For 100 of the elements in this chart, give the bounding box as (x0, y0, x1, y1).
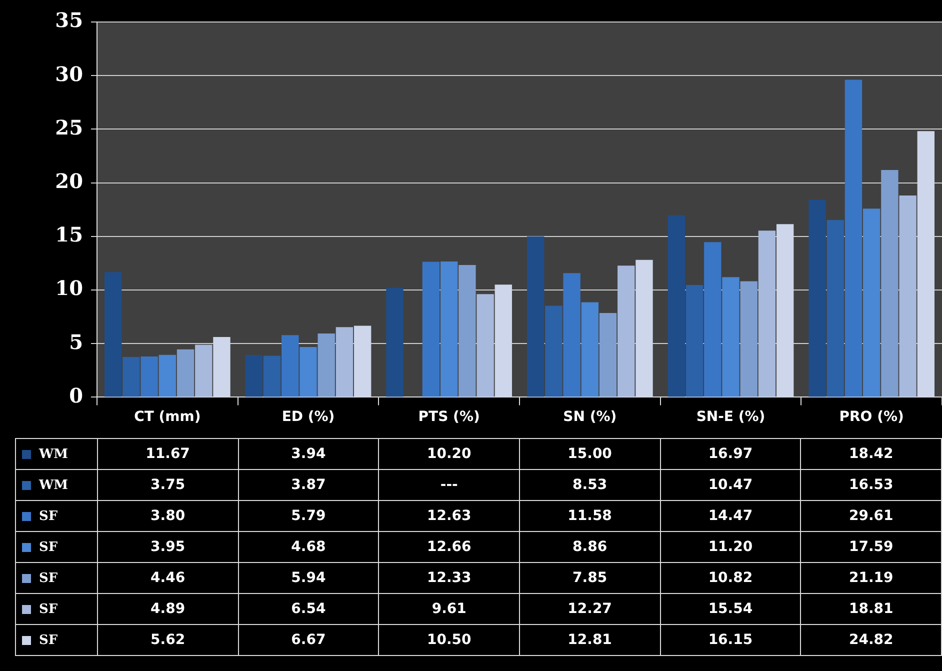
legend-label: SF (16, 594, 98, 624)
bar (686, 284, 704, 397)
y-tick-label: 30 (55, 62, 83, 86)
bar (581, 302, 599, 397)
bar (704, 242, 722, 397)
data-label: 10.82 (660, 562, 801, 594)
bar (422, 262, 440, 397)
bar (826, 220, 844, 397)
data-label: 5.79 (238, 500, 379, 532)
bar (245, 354, 263, 397)
data-label: 29.61 (800, 500, 942, 532)
bar (881, 170, 898, 397)
bar (740, 281, 758, 397)
x-tick-label: SN (%) (563, 409, 617, 426)
data-label: 16.53 (800, 470, 942, 500)
data-label: 11.20 (660, 532, 801, 562)
y-tick-label: 35 (55, 8, 83, 32)
data-label: 6.54 (238, 594, 379, 624)
data-label: 24.82 (800, 624, 942, 656)
bar (668, 215, 686, 397)
legend-label: WM (16, 470, 98, 500)
y-tick-label: 25 (55, 115, 83, 140)
bar (862, 208, 880, 397)
bar (318, 334, 335, 397)
bar (844, 80, 862, 397)
data-label: 4.46 (97, 562, 238, 594)
data-label: 18.81 (800, 594, 942, 624)
legend-label: SF (16, 624, 98, 656)
bar (263, 356, 281, 397)
data-label: 8.86 (519, 532, 660, 562)
bar (104, 272, 122, 397)
data-label: 15.00 (519, 438, 660, 470)
bar (458, 265, 476, 397)
data-label: 10.20 (378, 438, 520, 470)
data-label: 16.97 (660, 438, 801, 470)
data-label: 6.67 (238, 624, 379, 656)
data-label: 11.67 (97, 438, 238, 470)
x-tick-label: CT (mm) (134, 409, 201, 426)
data-label: 10.50 (378, 624, 520, 656)
bar (300, 347, 317, 397)
data-label: 12.33 (378, 562, 520, 594)
data-label: 5.62 (97, 624, 238, 656)
data-label: 3.95 (97, 532, 238, 562)
y-tick-label: 0 (69, 383, 83, 408)
data-label: 3.75 (97, 470, 238, 500)
data-label: 12.27 (519, 594, 660, 624)
bar (354, 326, 372, 397)
bar (545, 306, 562, 397)
x-tick-label: PRO (%) (839, 409, 904, 426)
x-tick-label: ED (%) (282, 409, 335, 426)
bar (758, 230, 776, 397)
bar (336, 327, 354, 397)
y-tick-label: 5 (69, 330, 83, 354)
data-label: 4.68 (238, 532, 379, 562)
data-label: 17.59 (800, 532, 942, 562)
bar (722, 277, 740, 397)
y-tick-label: 20 (55, 169, 83, 194)
bar (122, 357, 140, 397)
bar (618, 266, 635, 397)
legend-label: WM (16, 438, 98, 470)
data-label: 5.94 (238, 562, 379, 594)
bar (899, 196, 916, 397)
data-label: 15.54 (660, 594, 801, 624)
bar (599, 313, 617, 397)
data-label: 12.63 (378, 500, 520, 532)
data-label: 3.94 (238, 438, 379, 470)
data-label: 3.80 (97, 500, 238, 532)
data-label: 10.47 (660, 470, 801, 500)
data-label: 16.15 (660, 624, 801, 656)
data-label: 11.58 (519, 500, 660, 532)
data-label: 12.66 (378, 532, 520, 562)
y-tick-label: 15 (55, 222, 83, 247)
bar (282, 335, 299, 397)
text: --- (440, 477, 458, 493)
data-label: 3.87 (238, 470, 379, 500)
data-label: 12.81 (519, 624, 660, 656)
bar (494, 284, 512, 397)
bar (440, 261, 458, 397)
bar (158, 354, 176, 397)
data-label: 7.85 (519, 562, 660, 594)
legend-label: SF (16, 562, 98, 594)
bar (140, 356, 158, 397)
bar (476, 294, 494, 397)
data-label: 8.53 (519, 470, 660, 500)
bar (563, 273, 580, 397)
data-label: 4.89 (97, 594, 238, 624)
bar (526, 236, 544, 397)
bar (386, 288, 404, 397)
bar (776, 224, 794, 397)
bar (213, 336, 230, 397)
data-label: 21.19 (800, 562, 942, 594)
legend-label: SF (16, 532, 98, 562)
x-tick-label: PTS (%) (418, 409, 480, 426)
x-tick-label: SN-E (%) (696, 409, 766, 426)
y-tick-label: 10 (55, 276, 83, 300)
legend-label: SF (16, 500, 98, 532)
data-label: 14.47 (660, 500, 801, 532)
bar (176, 349, 194, 397)
bar (917, 131, 935, 397)
data-label: 18.42 (800, 438, 942, 470)
